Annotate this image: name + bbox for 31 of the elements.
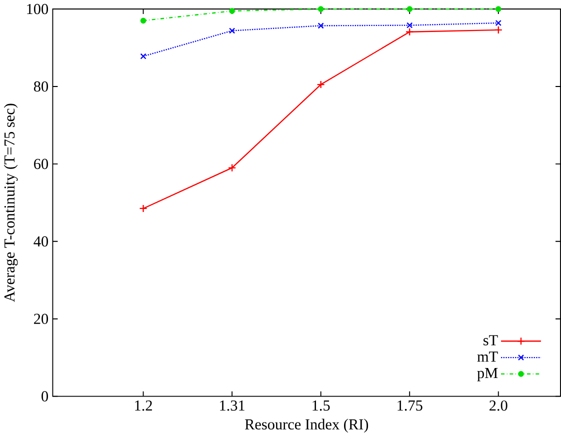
- point: [140, 53, 146, 60]
- y-tick-label: 20: [34, 314, 48, 324]
- point: [229, 8, 235, 14]
- y-axis-title: Average T-continuity (T=75 sec): [4, 104, 18, 302]
- x-tick-label: 1.2: [135, 400, 152, 411]
- point: [406, 6, 413, 12]
- point: [406, 22, 413, 29]
- x-tick-label: 1.31: [220, 400, 244, 411]
- point: [406, 28, 414, 36]
- point: [139, 204, 148, 213]
- point: [495, 6, 502, 12]
- legend-label: pM: [477, 368, 498, 382]
- y-tick-label: 100: [27, 4, 48, 14]
- point: [494, 26, 502, 34]
- y-tick-label: 60: [34, 159, 48, 170]
- x-tick-label: 1.75: [398, 400, 422, 411]
- point: [316, 80, 325, 89]
- x-tick-label: 1.5: [312, 400, 330, 411]
- point: [495, 20, 502, 26]
- point: [228, 28, 236, 34]
- point: [140, 18, 146, 24]
- x-axis-title: Resource Index (RI): [244, 419, 368, 433]
- y-tick-label: 80: [34, 82, 48, 92]
- point: [318, 22, 324, 29]
- y-tick-label: 0: [42, 391, 48, 402]
- point: [318, 6, 324, 12]
- y-tick-label: 40: [34, 236, 48, 247]
- legend-label: mT: [477, 352, 498, 362]
- legend-label: sT: [484, 336, 498, 346]
- x-tick-label: 2.0: [490, 400, 508, 412]
- point: [228, 164, 236, 172]
